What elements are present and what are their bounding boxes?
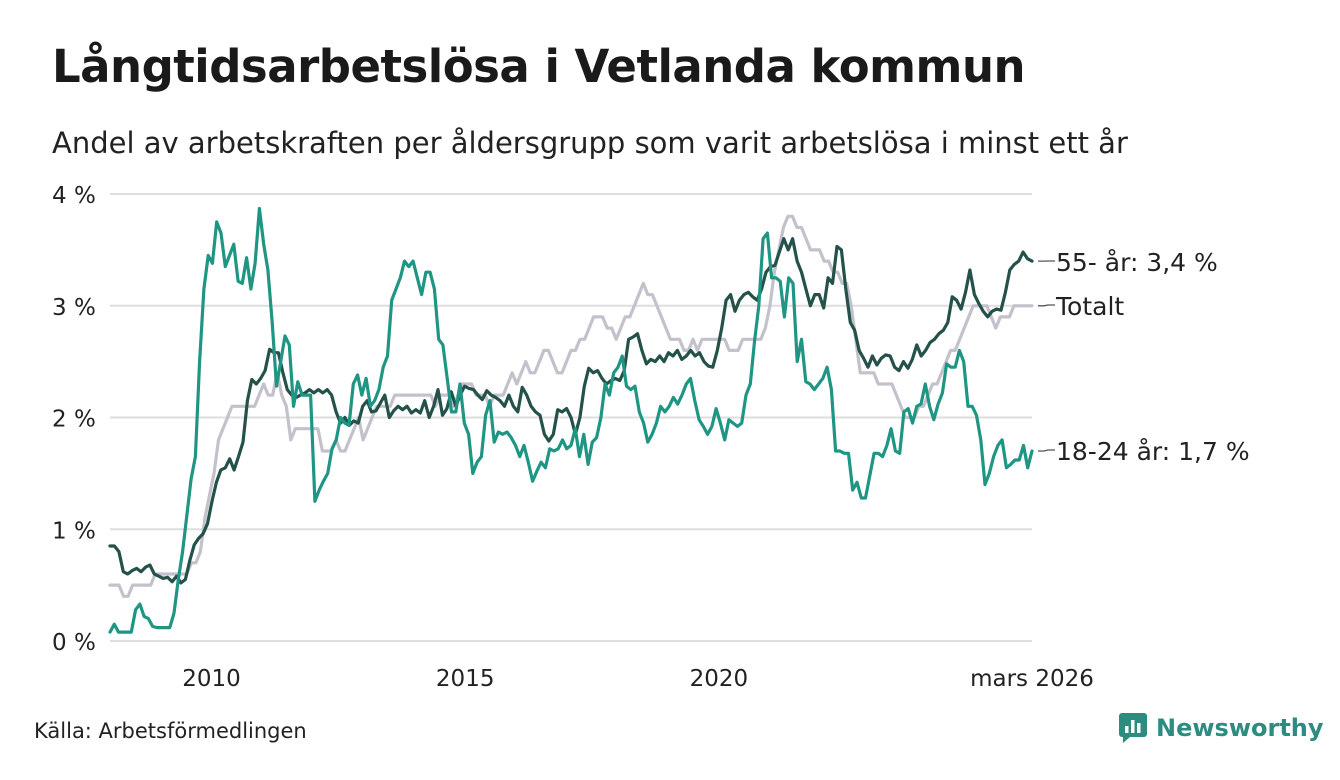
x-tick-label: 2010	[182, 666, 241, 692]
y-tick-label: 0 %	[52, 630, 96, 656]
bar-chart-speech-bubble-icon	[1119, 713, 1147, 743]
source-note: Källa: Arbetsförmedlingen	[34, 719, 307, 743]
y-tick-label: 4 %	[52, 183, 96, 209]
end-label: 18-24 år: 1,7 %	[1056, 437, 1250, 466]
end-label-leader	[1038, 304, 1055, 307]
series-line-age55	[108, 237, 1034, 585]
chart-subtitle: Andel av arbetskraften per åldersgrupp s…	[52, 126, 1128, 160]
end-label: 55- år: 3,4 %	[1056, 248, 1218, 277]
end-label-leader	[1038, 449, 1055, 452]
end-label: Totalt	[1055, 292, 1124, 321]
y-tick-label: 3 %	[52, 295, 96, 321]
x-tick-label: 2015	[436, 666, 495, 692]
x-tick-label: 2020	[690, 666, 749, 692]
series-line-age18_24	[108, 206, 1034, 634]
x-tick-label: mars 2026	[970, 666, 1094, 692]
y-tick-label: 1 %	[52, 518, 96, 544]
series-line-total	[108, 214, 1034, 598]
brand-logo[interactable]: Newsworthy	[1118, 712, 1324, 744]
brand-name: Newsworthy	[1156, 714, 1324, 742]
y-tick-label: 2 %	[52, 407, 96, 433]
chart-title: Långtidsarbetslösa i Vetlanda kommun	[52, 40, 1026, 93]
